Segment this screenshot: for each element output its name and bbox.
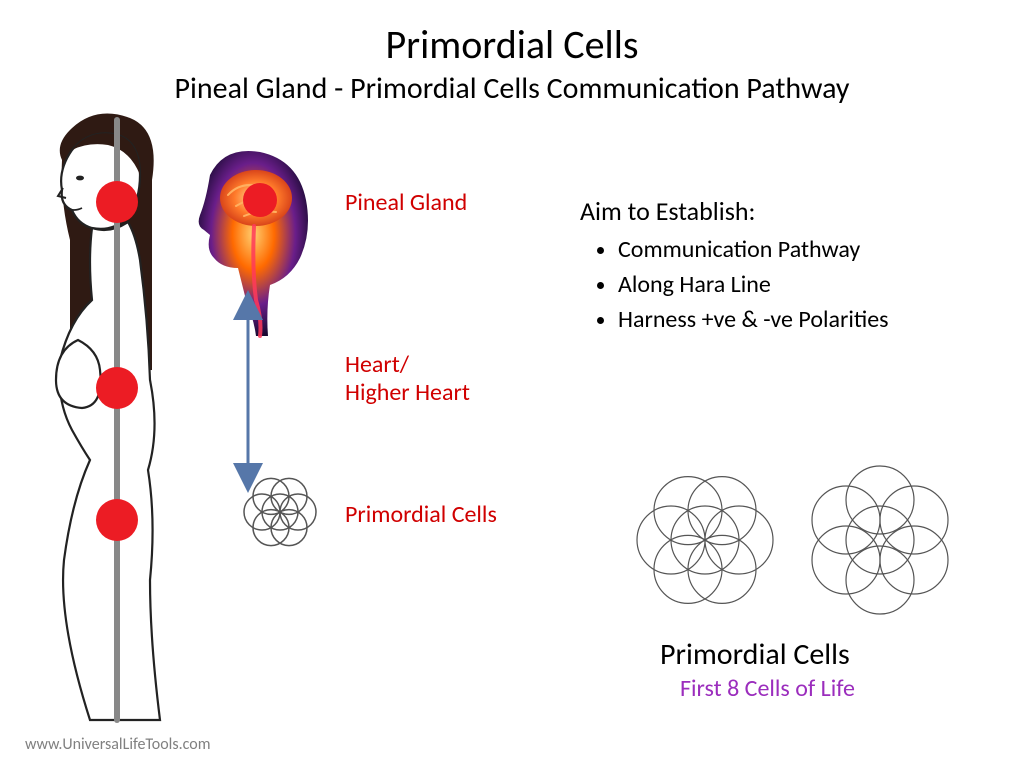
large-cell-cluster-right: [812, 466, 948, 614]
dot-pineal-icon: [243, 183, 277, 217]
eye: [76, 176, 84, 181]
dot-sacral: [96, 499, 138, 541]
infographic-stage: Primordial Cells Pineal Gland - Primordi…: [0, 0, 1024, 768]
small-cell-cluster: [244, 478, 316, 545]
dot-head: [96, 181, 138, 223]
figure-svg: [0, 0, 1024, 768]
large-cell-cluster-left: [637, 477, 773, 604]
head-brain-icon: [199, 151, 308, 336]
dot-heart: [96, 367, 138, 409]
